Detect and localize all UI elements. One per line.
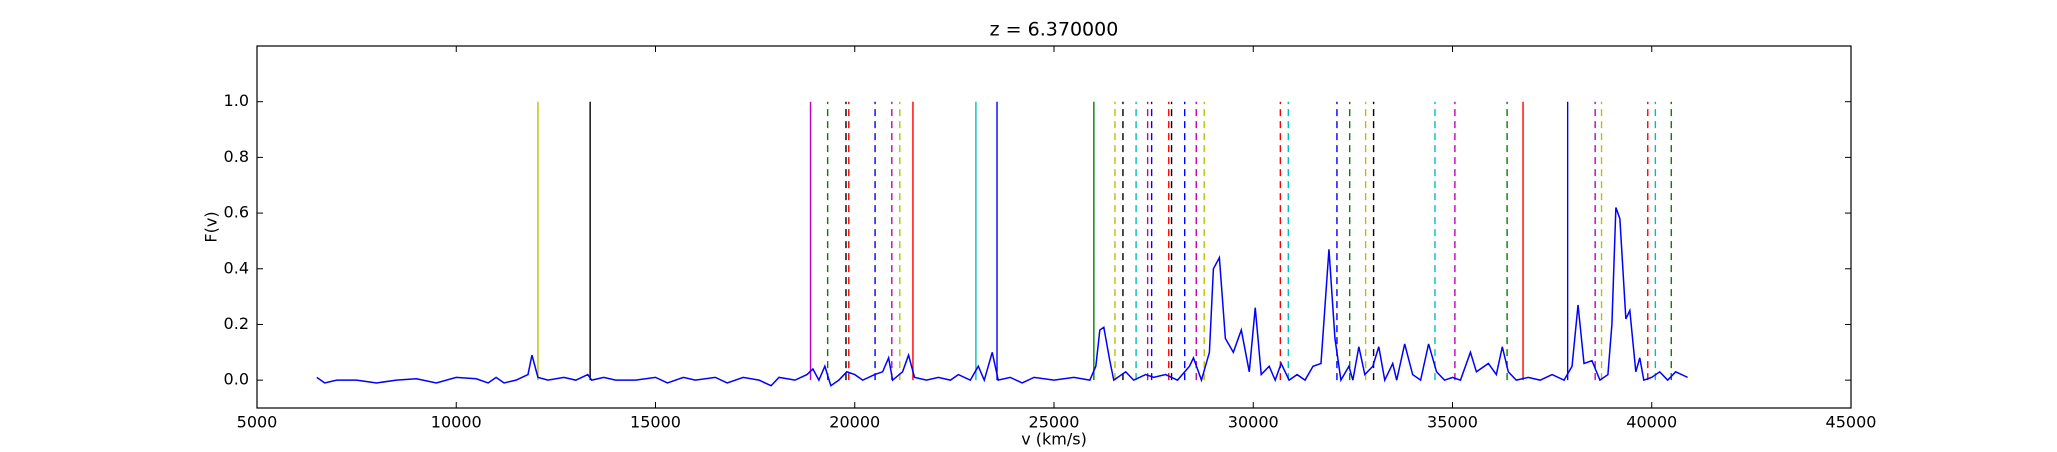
- y-tick-label: 0.8: [224, 147, 249, 166]
- y-tick-label: 1.0: [224, 91, 249, 110]
- y-tick-label: 0.2: [224, 314, 249, 333]
- y-tick-label: 0.4: [224, 258, 249, 277]
- y-axis-label: F(v): [202, 211, 221, 242]
- x-tick-label: 10000: [431, 413, 482, 432]
- x-axis-label: v (km/s): [1021, 430, 1087, 449]
- spectrum-line: [316, 207, 1688, 387]
- x-tick-label: 25000: [1029, 413, 1080, 432]
- x-tick-label: 35000: [1427, 413, 1478, 432]
- y-tick-label: 0.0: [224, 370, 249, 389]
- y-tick-label: 0.6: [224, 203, 249, 222]
- x-tick-label: 5000: [237, 413, 278, 432]
- x-tick-label: 20000: [829, 413, 880, 432]
- x-tick-label: 45000: [1826, 413, 1877, 432]
- x-tick-label: 30000: [1228, 413, 1279, 432]
- plot-frame: [256, 45, 1852, 409]
- chart-title: z = 6.370000: [990, 19, 1119, 41]
- x-tick-label: 40000: [1626, 413, 1677, 432]
- x-tick-label: 15000: [630, 413, 681, 432]
